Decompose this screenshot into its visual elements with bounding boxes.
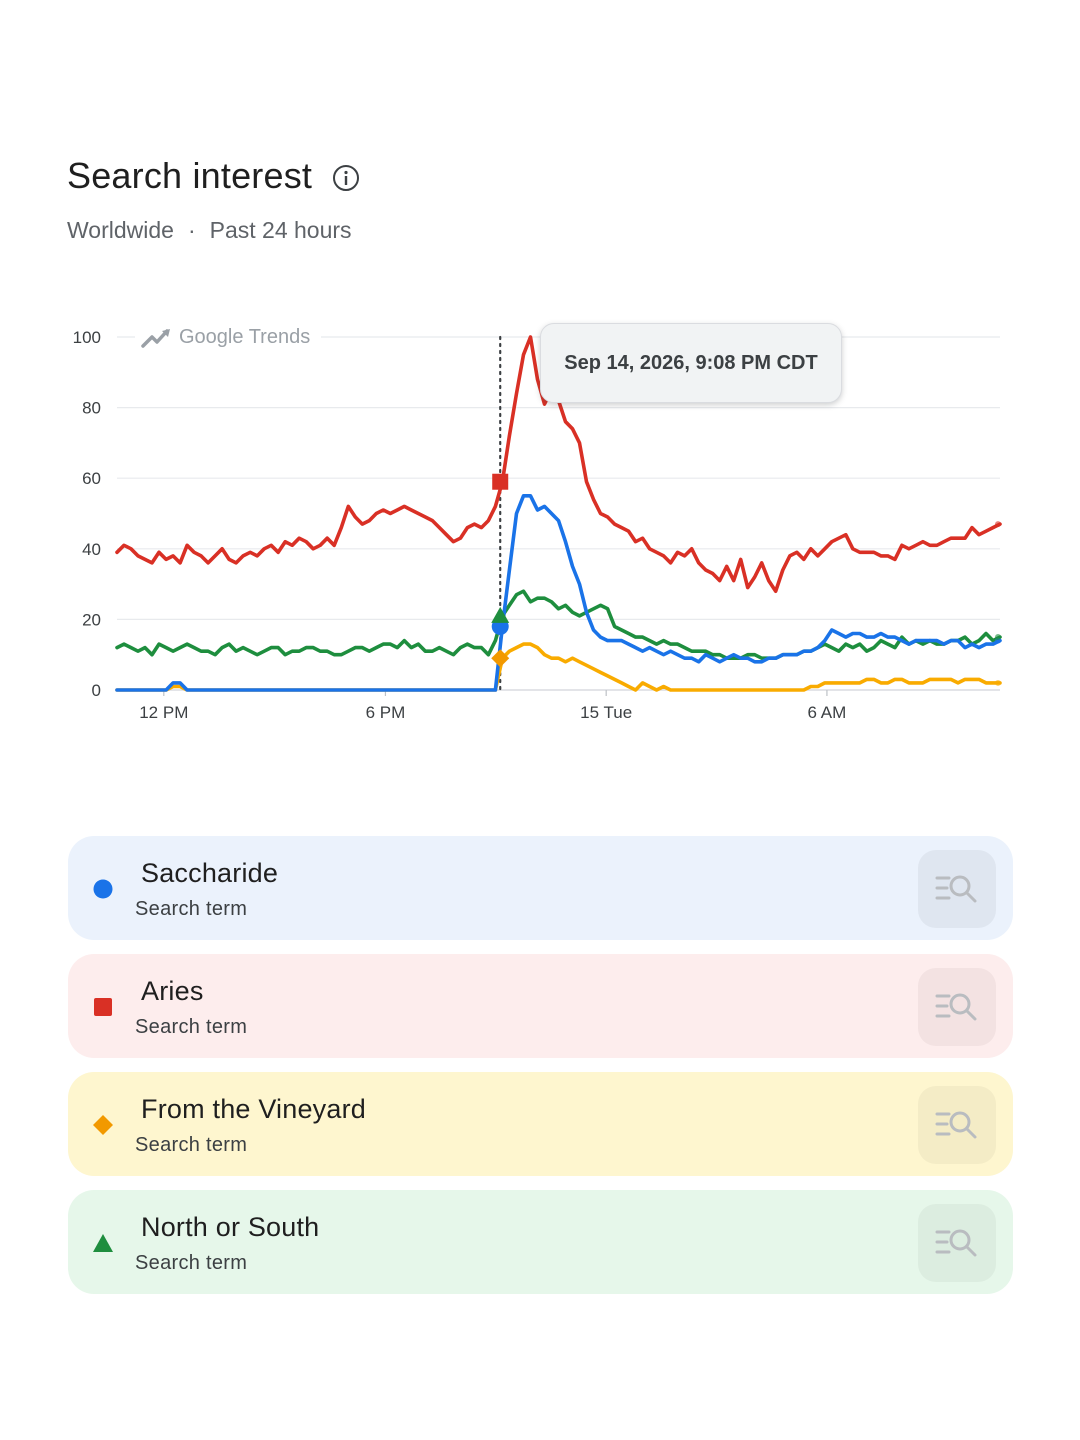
- series-line-north-or-south[interactable]: [115, 589, 1002, 660]
- legend-item-aries[interactable]: Aries Search term: [68, 954, 1013, 1058]
- triangle-marker-icon: [92, 1232, 114, 1254]
- info-icon[interactable]: [332, 164, 360, 192]
- watermark-text: Google Trends: [179, 326, 310, 348]
- y-tick-label: 60: [82, 469, 101, 488]
- separator-dot: ·: [187, 217, 196, 243]
- chart-tooltip: Sep 14, 2026, 9:08 PM CDT: [540, 323, 842, 403]
- legend-list: Saccharide Search term Aries Search term F…: [68, 836, 1013, 1308]
- square-marker-icon: [92, 996, 114, 1018]
- y-tick-label: 20: [82, 610, 101, 629]
- legend-item-saccharide[interactable]: Saccharide Search term: [68, 836, 1013, 940]
- page-title: Search interest: [67, 155, 313, 196]
- legend-item-name: From the Vineyard: [141, 1094, 367, 1124]
- y-tick-label: 40: [82, 540, 101, 559]
- search-list-icon: [935, 875, 977, 903]
- y-tick-label: 100: [73, 328, 101, 347]
- series-line-saccharide[interactable]: [115, 494, 1002, 692]
- legend-item-name: Saccharide: [141, 858, 279, 888]
- hover-marker-north-or-south: [491, 606, 510, 623]
- hover-marker-from-the-vineyard: [491, 649, 510, 668]
- region-label[interactable]: Worldwide: [67, 217, 174, 243]
- subtitle: Worldwide · Past 24 hours: [67, 217, 360, 244]
- legend-item-type: Search term: [135, 898, 248, 920]
- legend-item-from-the-vineyard[interactable]: From the Vineyard Search term: [68, 1072, 1013, 1176]
- legend-item-type: Search term: [135, 1016, 248, 1038]
- trends-icon: [141, 329, 169, 348]
- explore-term-button[interactable]: [918, 1204, 996, 1282]
- timeframe-label[interactable]: Past 24 hours: [209, 217, 352, 243]
- explore-term-button[interactable]: [918, 1086, 996, 1164]
- search-list-icon: [935, 1111, 977, 1139]
- legend-item-name: Aries: [141, 976, 204, 1006]
- trends-icon-arrow: [162, 329, 170, 337]
- legend-item-type: Search term: [135, 1134, 248, 1156]
- y-tick-label: 80: [82, 399, 101, 418]
- explore-term-button[interactable]: [918, 968, 996, 1046]
- x-tick-label: 6 AM: [808, 703, 847, 722]
- explore-term-button[interactable]: [918, 850, 996, 928]
- search-list-icon: [935, 1229, 977, 1257]
- search-list-icon: [935, 993, 977, 1021]
- hover-marker-aries: [492, 473, 509, 490]
- tooltip-text: Sep 14, 2026, 9:08 PM CDT: [564, 351, 818, 374]
- legend-item-name: North or South: [141, 1212, 320, 1242]
- y-tick-label: 0: [92, 681, 101, 700]
- header: Search interest Worldwide · Past 24 hour…: [67, 155, 360, 244]
- diamond-marker-icon: [92, 1114, 114, 1136]
- end-dot-from-the-vineyard: [995, 679, 1001, 686]
- x-tick-label: 12 PM: [139, 703, 188, 722]
- x-tick-label: 6 PM: [366, 703, 406, 722]
- watermark-bg: [135, 322, 321, 352]
- circle-marker-icon: [92, 878, 114, 900]
- end-dot-aries: [995, 521, 1001, 528]
- legend-item-north-or-south[interactable]: North or South Search term: [68, 1190, 1013, 1294]
- end-dot-north-or-south: [995, 634, 1001, 641]
- legend-item-type: Search term: [135, 1252, 248, 1274]
- title-row: Search interest: [67, 155, 360, 197]
- x-tick-label: 15 Tue: [580, 703, 632, 722]
